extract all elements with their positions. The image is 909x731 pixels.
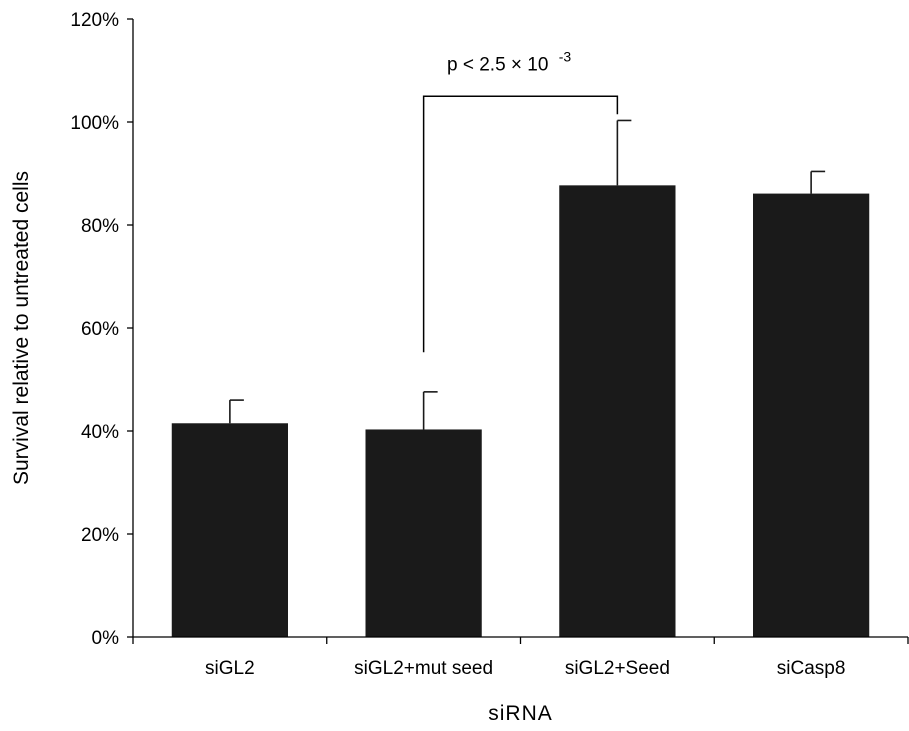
significance-annotation: p < 2.5 × 10 -3 xyxy=(422,48,619,353)
y-tick-label: 100% xyxy=(70,113,119,134)
bar xyxy=(365,429,482,637)
x-axis-title: siRNA xyxy=(488,702,553,725)
y-axis-ticks: 0% 20% 40% 60% 80% 100% 120% xyxy=(70,10,133,649)
x-tick-label: siCasp8 xyxy=(777,658,846,679)
error-bar xyxy=(616,119,632,186)
significance-bracket xyxy=(422,95,619,353)
x-axis-ticks: siGL2 siGL2+mut seed siGL2+Seed siCasp8 xyxy=(132,637,909,679)
significance-text: p < 2.5 × 10 xyxy=(447,54,548,75)
y-tick-label: 60% xyxy=(81,319,119,340)
bars xyxy=(171,185,870,637)
y-tick-label: 0% xyxy=(92,628,120,649)
error-bar xyxy=(810,170,826,194)
bar xyxy=(171,423,288,637)
y-tick-label: 120% xyxy=(70,10,119,31)
y-tick-label: 20% xyxy=(81,525,119,546)
y-axis-title: Survival relative to untreated cells xyxy=(10,171,33,485)
x-tick-label: siGL2+Seed xyxy=(565,658,670,679)
significance-label: p < 2.5 × 10 -3 xyxy=(447,48,571,75)
error-bar xyxy=(422,391,438,430)
error-bars xyxy=(229,119,826,430)
error-bar xyxy=(229,399,244,424)
y-tick-label: 40% xyxy=(81,422,119,443)
x-tick-label: siGL2 xyxy=(205,658,255,679)
significance-exponent: -3 xyxy=(559,48,572,64)
y-tick-label: 80% xyxy=(81,216,119,237)
bar xyxy=(753,193,870,637)
bar xyxy=(559,185,676,637)
x-tick-label: siGL2+mut seed xyxy=(354,658,493,679)
